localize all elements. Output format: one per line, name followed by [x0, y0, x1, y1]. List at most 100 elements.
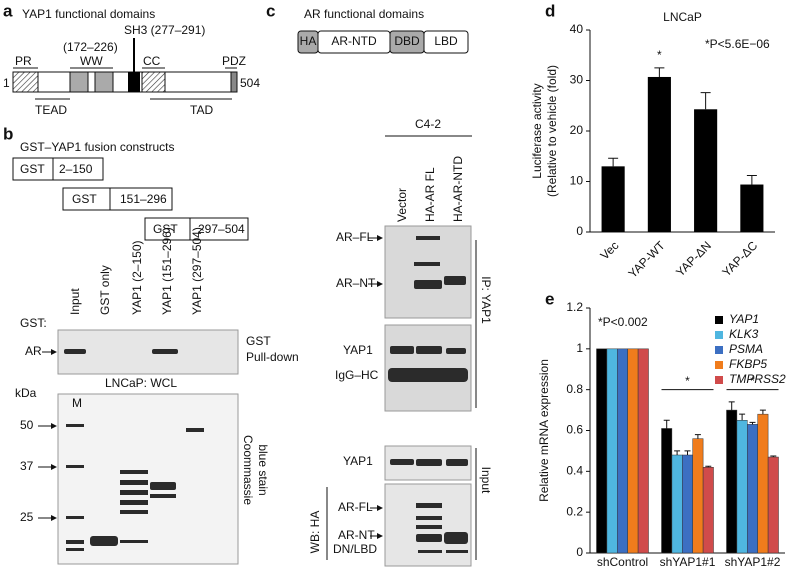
legend-swatch — [715, 361, 723, 369]
legend-label: PSMA — [729, 342, 763, 356]
significance-star: * — [750, 374, 755, 388]
y-tick-label: 1.2 — [566, 300, 583, 314]
bar — [736, 420, 748, 554]
band-label: AR–FL — [336, 230, 374, 244]
y-tick-label: 20 — [570, 123, 584, 137]
significance-star: * — [685, 374, 690, 388]
panel-title: YAP1 functional domains — [22, 7, 155, 21]
chart-title: LNCaP — [663, 10, 702, 24]
lane-label: Input — [68, 288, 82, 315]
lane-label: YAP1 (297–504) — [190, 227, 204, 315]
band-label: AR — [25, 344, 42, 358]
domain-ww — [94, 71, 114, 93]
domain-sh3 — [128, 72, 140, 92]
band — [152, 349, 178, 354]
y-tick-label: 0.2 — [566, 504, 583, 518]
error-bar — [739, 413, 746, 421]
error-bar — [694, 434, 701, 439]
bar — [661, 428, 673, 554]
start-label: 1 — [3, 76, 10, 90]
band-label: DN/LBD — [333, 542, 377, 556]
band-label: AR-FL — [338, 500, 373, 514]
end-label: 504 — [240, 76, 260, 90]
blot — [57, 329, 239, 375]
band-label: YAP1 — [343, 343, 373, 357]
domain-label: CC — [143, 54, 161, 68]
region-label: TAD — [190, 103, 213, 117]
legend-swatch — [715, 331, 723, 339]
protein-bar — [12, 71, 238, 93]
gel — [57, 393, 239, 565]
y-axis-label: Luciferase activity — [530, 83, 544, 178]
x-tick-label: shYAP1#2 — [725, 555, 781, 569]
band-label: YAP1 — [343, 454, 373, 468]
y-axis-label: Relative mRNA expression — [537, 359, 551, 502]
ip-label: IP: YAP1 — [479, 276, 493, 324]
domain-box — [423, 30, 469, 54]
band-label: AR-NT — [338, 528, 375, 542]
gel-bands — [66, 424, 204, 551]
domain-label: DBD — [394, 34, 420, 48]
construct-label: GST — [20, 162, 45, 176]
blot — [384, 225, 472, 319]
error-bar — [749, 421, 756, 425]
gst-label: GST: — [20, 316, 47, 330]
construct-box — [109, 187, 173, 211]
marker-label: 37 — [20, 459, 34, 473]
legend-swatch — [715, 316, 723, 324]
error-bar — [700, 92, 711, 110]
error-bar — [608, 157, 619, 167]
y-tick-label: 0.6 — [566, 423, 583, 437]
legend-label: TMPRSS2 — [729, 372, 786, 386]
x-tick-label: shControl — [597, 555, 648, 569]
bar — [702, 467, 714, 554]
error-bar — [684, 450, 691, 455]
error-bar — [746, 174, 757, 185]
error-bar — [674, 450, 681, 455]
panel-label: c — [266, 1, 275, 20]
legend-label: FKBP5 — [729, 357, 767, 371]
error-bar — [654, 67, 665, 77]
lane-label: GST only — [98, 265, 112, 315]
blot-bands — [388, 236, 468, 553]
error-bar — [728, 401, 735, 411]
panel-label: a — [3, 1, 13, 20]
x-tick-label: YAP-ΔN — [673, 238, 714, 279]
annotation: *P<5.6E−06 — [705, 37, 770, 51]
construct-label: 2–150 — [59, 162, 93, 176]
blot-label: Pull-down — [246, 350, 299, 364]
error-bar — [663, 419, 670, 429]
construct-box — [189, 217, 249, 241]
domain-pr — [12, 71, 39, 93]
lane-label: HA-AR-NTD — [451, 156, 465, 222]
bar — [757, 413, 769, 554]
bar — [647, 76, 671, 232]
region-label: TEAD — [35, 103, 67, 117]
stain-label: blue stain — [256, 444, 270, 495]
domain-ww — [69, 71, 89, 93]
domain-label: SH3 (277–291) — [124, 23, 205, 37]
bar — [747, 424, 758, 554]
error-bar — [705, 465, 712, 468]
construct-label: GST — [72, 192, 97, 206]
lane-label: HA-AR FL — [423, 167, 437, 222]
kda-label: kDa — [15, 386, 37, 400]
domain-pdz — [230, 71, 238, 93]
y-tick-label: 0 — [576, 224, 583, 238]
y-tick-label: 10 — [570, 174, 584, 188]
bar — [726, 409, 738, 554]
bar — [606, 348, 618, 554]
stain-label: Coommassie — [241, 435, 255, 505]
band-label: AR–NT — [336, 276, 376, 290]
lane-label: YAP1 (151–296) — [160, 227, 174, 315]
marker-label: 25 — [20, 510, 34, 524]
domain-label: AR-NTD — [331, 34, 377, 48]
lane-label: YAP1 (2–150) — [130, 241, 144, 316]
y-axis-label: (Relative to vehicle (fold) — [545, 65, 559, 197]
panel-label: d — [545, 1, 555, 20]
bar — [694, 109, 718, 232]
wb-label: WB: HA — [308, 511, 322, 554]
x-tick-label: YAP-ΔC — [719, 238, 760, 279]
x-tick-label: Vec — [597, 238, 621, 262]
